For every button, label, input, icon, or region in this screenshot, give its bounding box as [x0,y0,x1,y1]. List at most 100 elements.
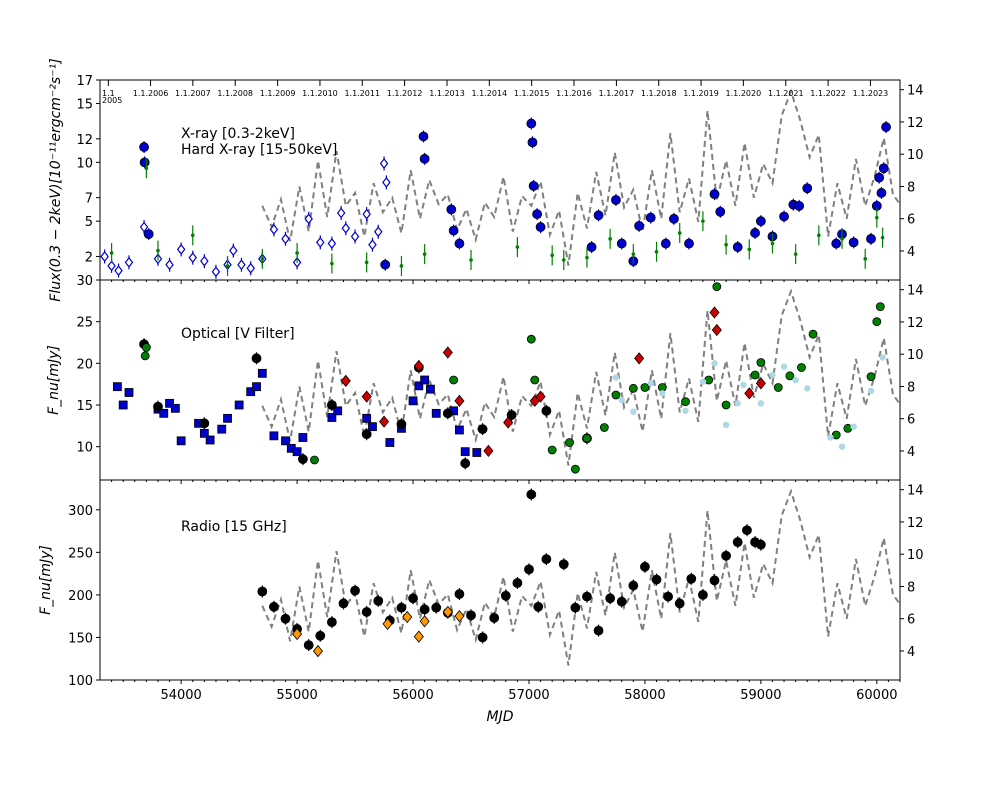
data-point [612,374,620,381]
data-point [704,375,714,385]
data-point [454,238,465,249]
radio-ylabel: F_nu[mJy] [38,545,54,615]
data-point [535,222,546,232]
right-y-tick-label: 12 [907,516,924,531]
data-point [715,206,726,217]
y-tick-label: 15 [76,399,93,414]
data-point [472,448,482,457]
data-point [257,586,268,597]
data-point [628,580,639,591]
data-point [431,602,442,613]
data-point [454,610,465,623]
right-y-tick-label: 4 [907,445,915,460]
data-point [260,257,265,261]
right-y-tick-label: 6 [907,213,915,228]
data-point [630,408,637,415]
data-point [747,247,752,252]
data-point [303,640,314,651]
data-point [379,158,389,170]
panel-data-layer [257,488,900,666]
data-point [449,375,459,385]
data-point [558,559,569,570]
data-point [340,374,351,387]
data-point [793,252,798,256]
data-point [200,255,209,267]
data-point [379,415,390,428]
data-point [408,593,418,604]
data-point [297,454,308,465]
data-point [618,396,625,404]
data-point [408,396,418,406]
data-point [304,213,313,225]
data-point [506,410,517,420]
x-tick-label: 59000 [740,688,781,703]
data-point [732,537,743,548]
data-point [246,387,256,397]
data-point [669,213,679,224]
data-point [419,604,430,615]
data-point [785,371,795,381]
data-point [442,605,453,619]
data-point [535,390,546,403]
data-point [477,424,488,435]
y-tick-label: 150 [68,631,93,646]
date-label: 1.1.2015 [514,89,550,98]
data-point [586,242,597,252]
data-point [361,429,372,440]
data-point [651,574,662,585]
data-point [526,118,537,129]
data-point [757,400,765,407]
data-point [140,351,150,361]
data-point [734,400,741,407]
data-point [526,489,537,500]
data-point [711,323,722,337]
data-point [362,413,372,423]
data-point [634,220,645,231]
xray-ylabel: Flux(0.3 − 2keV)[10⁻¹¹ergcm⁻²s⁻¹] [48,58,64,301]
data-point [295,251,299,255]
y-tick-label: 10 [76,441,93,456]
optical-y-ticks: 10 15 20 25 30 [76,274,100,456]
gray-dashed-curve [261,88,900,266]
data-point [802,183,813,194]
data-point [477,632,488,643]
data-point [315,630,326,641]
data-point [755,216,766,227]
date-label: 1.1.2022 [810,89,846,98]
date-label: 1.1.2014 [472,89,508,98]
data-point [466,610,476,621]
data-point [697,589,708,600]
date-label: 1.1.2013 [429,89,465,98]
data-point [616,238,627,249]
data-point [605,593,616,604]
data-point [361,607,372,617]
data-point [326,617,337,628]
data-point [269,223,279,235]
data-point [850,423,857,430]
data-point [663,591,674,602]
data-point [838,443,846,450]
xray-right-ticks: 4 6 8 10 12 14 [900,84,924,260]
data-point [280,613,291,624]
data-point [659,390,666,397]
data-point [374,226,383,238]
data-point [701,219,705,223]
y-tick-label: 5 [85,215,93,230]
data-point [414,381,424,391]
data-point [316,236,325,248]
data-point [709,575,720,586]
data-point [526,334,536,344]
data-point [742,525,752,536]
data-point [442,346,453,359]
data-point [608,237,612,241]
data-point [570,464,580,474]
data-point [561,258,566,262]
right-y-tick-label: 8 [907,180,915,195]
data-point [333,406,343,416]
data-point [118,400,128,410]
radio-plot-area [257,488,900,666]
data-point [431,408,441,418]
data-point [419,615,430,628]
y-tick-label: 300 [68,504,93,519]
